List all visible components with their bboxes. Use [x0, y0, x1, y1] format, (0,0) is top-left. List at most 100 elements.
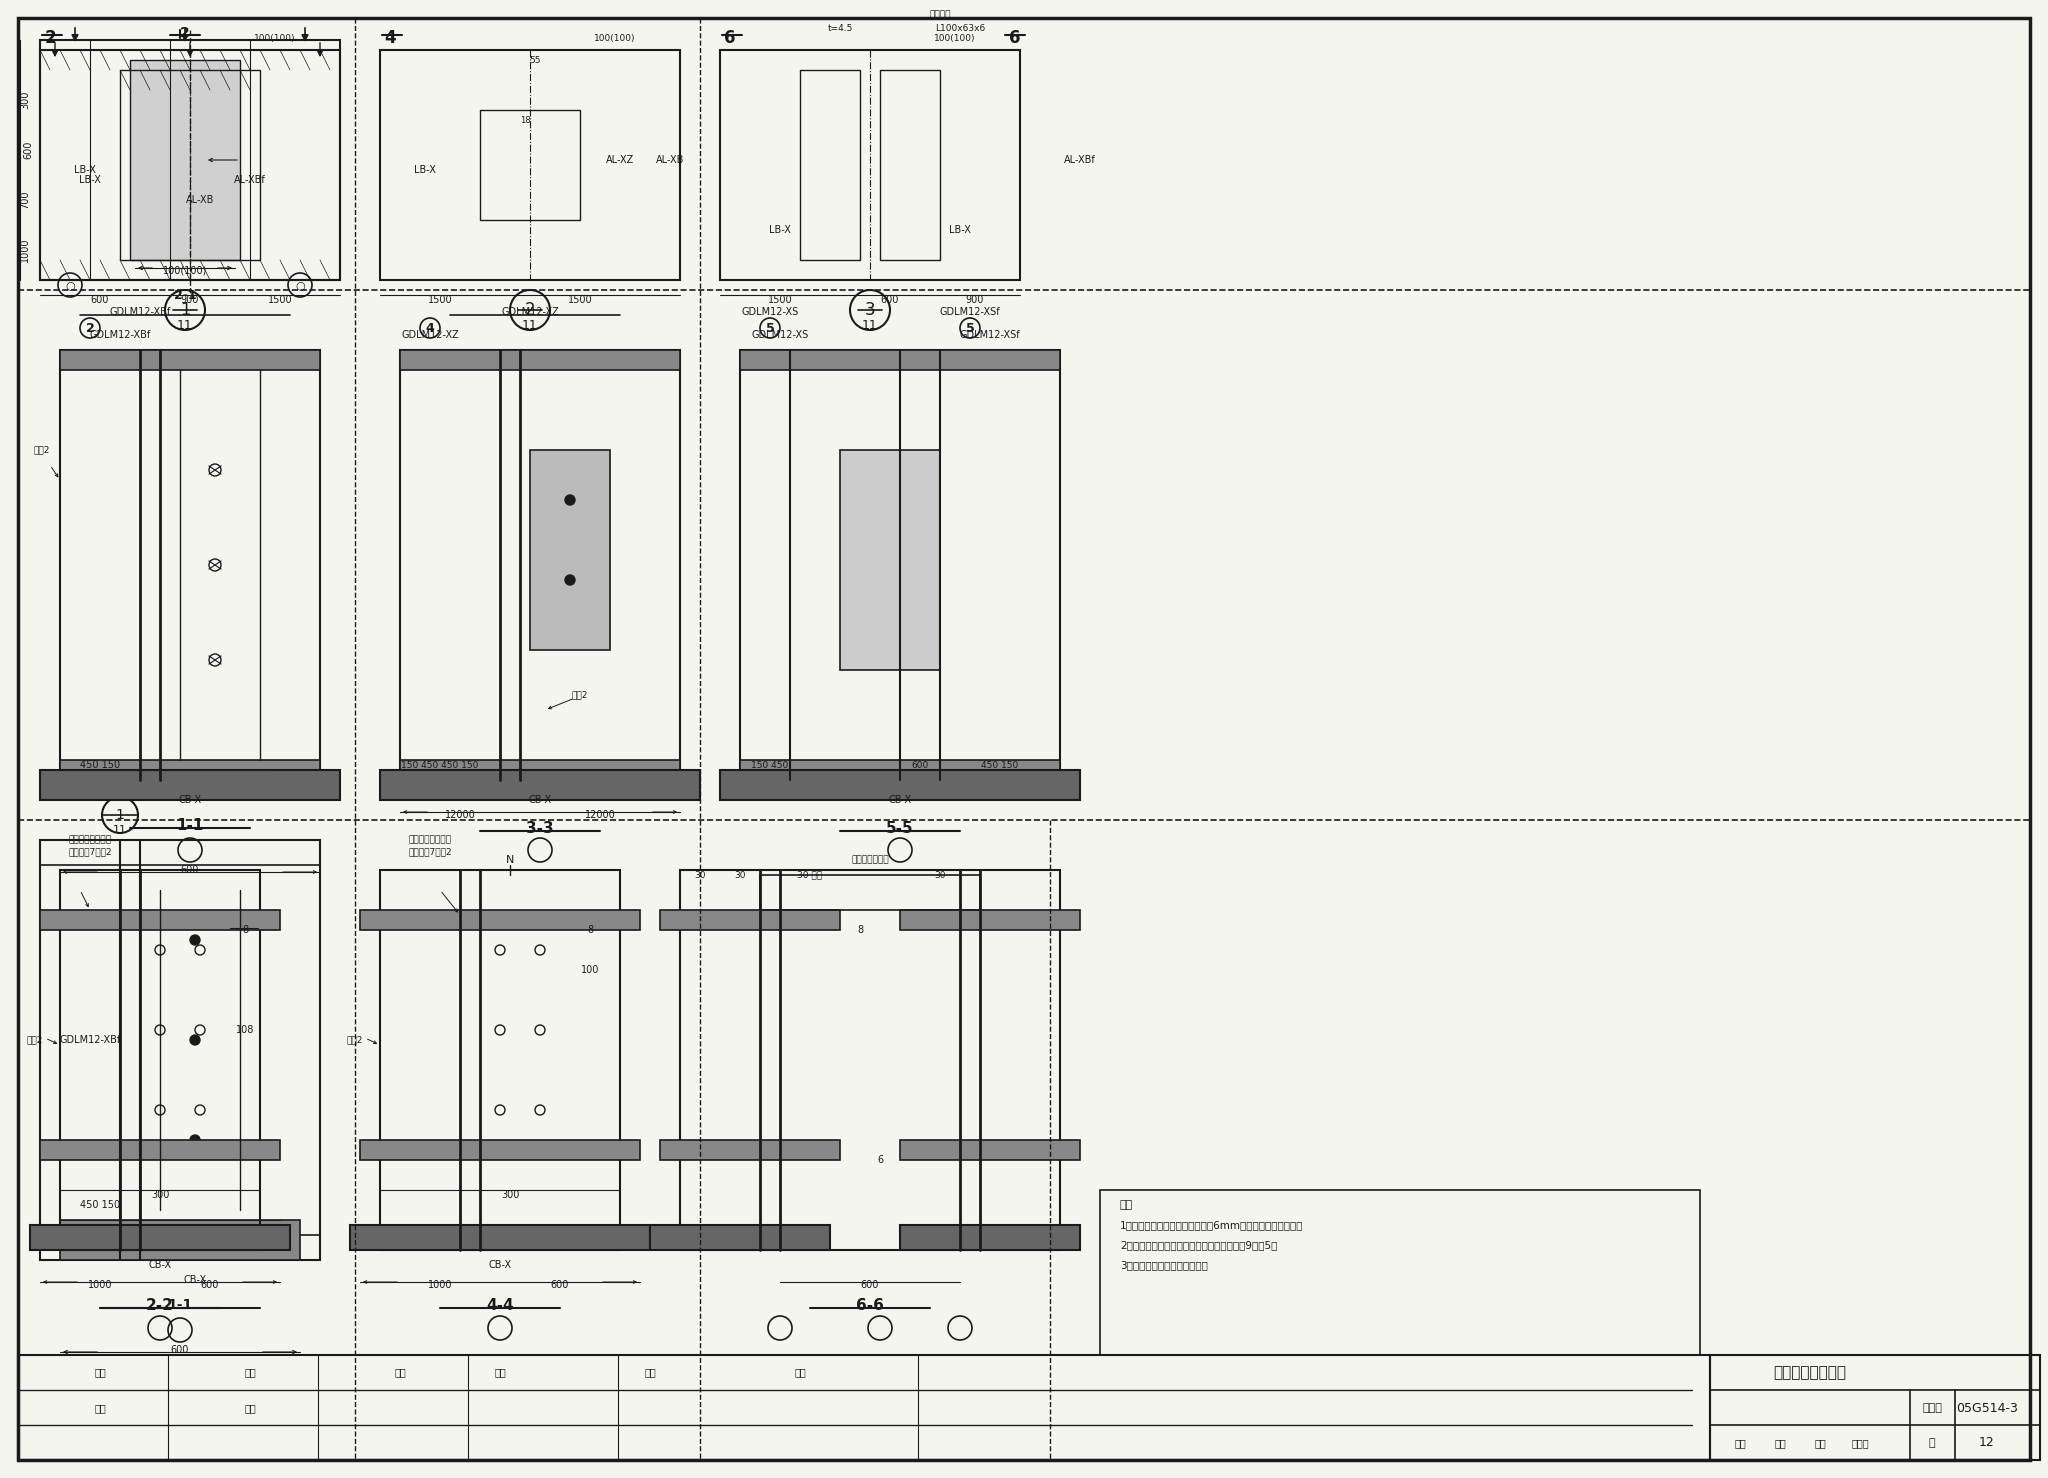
Bar — [59, 760, 319, 780]
Bar — [1710, 1355, 2040, 1460]
Text: 2: 2 — [180, 27, 190, 40]
Bar — [840, 449, 940, 670]
Text: 450 150: 450 150 — [981, 761, 1018, 770]
Text: 1500: 1500 — [768, 296, 793, 304]
Text: 900: 900 — [180, 296, 199, 304]
Text: CB-X: CB-X — [178, 795, 201, 806]
Text: 总说明第7页表2: 总说明第7页表2 — [408, 847, 453, 856]
Text: 1500: 1500 — [268, 296, 293, 304]
Text: 600: 600 — [911, 761, 928, 770]
Text: 12000: 12000 — [444, 810, 475, 820]
Text: t=4.5: t=4.5 — [827, 24, 852, 33]
Text: 注：: 注： — [1120, 1200, 1133, 1210]
Bar — [739, 760, 1061, 780]
Text: 18: 18 — [520, 115, 530, 124]
Bar — [59, 1219, 299, 1261]
Bar — [381, 770, 700, 800]
Text: 300: 300 — [502, 1190, 520, 1200]
Text: 5: 5 — [965, 322, 975, 334]
Text: 见注2: 见注2 — [346, 1036, 362, 1045]
Text: 30 不详: 30 不详 — [797, 871, 823, 879]
Text: 伸缩缝安全走道: 伸缩缝安全走道 — [852, 856, 889, 865]
Text: 1-1: 1-1 — [176, 817, 203, 832]
Bar — [760, 875, 981, 910]
Text: 12: 12 — [1978, 1437, 1995, 1450]
Text: 30: 30 — [694, 871, 707, 879]
Text: 30: 30 — [934, 871, 946, 879]
Text: 4: 4 — [426, 322, 434, 334]
Text: 600: 600 — [90, 296, 109, 304]
Bar — [41, 840, 319, 865]
Bar — [41, 770, 340, 800]
Text: 100(100): 100(100) — [254, 34, 295, 43]
Bar — [659, 1140, 840, 1160]
Bar — [41, 1140, 281, 1160]
Text: GDLM12-XZ: GDLM12-XZ — [401, 330, 459, 340]
Circle shape — [565, 575, 575, 585]
Text: 图集号: 图集号 — [1923, 1403, 1942, 1413]
Bar — [479, 109, 580, 220]
Text: 校对: 校对 — [494, 1367, 506, 1377]
Text: 5: 5 — [766, 322, 774, 334]
Text: 乙级: 乙级 — [244, 1367, 256, 1377]
Text: LB-X: LB-X — [948, 225, 971, 235]
Text: 600: 600 — [23, 140, 33, 160]
Text: 螺栓直径和数量见: 螺栓直径和数量见 — [68, 835, 111, 844]
Text: 150 450: 150 450 — [752, 761, 788, 770]
Text: 150 450 450 150: 150 450 450 150 — [401, 761, 479, 770]
Bar — [41, 50, 340, 279]
Text: AL-XZ: AL-XZ — [606, 155, 635, 166]
Bar — [381, 50, 680, 279]
Text: 安装节点图（一）: 安装节点图（一） — [1774, 1366, 1847, 1380]
Text: 6: 6 — [725, 30, 735, 47]
Bar — [530, 449, 610, 650]
Text: GDLM12-XBf: GDLM12-XBf — [109, 307, 170, 316]
Text: LB-X: LB-X — [414, 166, 436, 174]
Text: 2: 2 — [86, 322, 94, 334]
Text: 11: 11 — [522, 318, 539, 331]
Bar — [721, 770, 1079, 800]
Bar — [680, 871, 1061, 1250]
Text: 1500: 1500 — [567, 296, 592, 304]
Text: 2: 2 — [45, 30, 55, 47]
Text: 600: 600 — [180, 865, 199, 875]
Bar — [399, 350, 680, 780]
Bar — [59, 871, 260, 1250]
Text: CB-X: CB-X — [147, 1261, 172, 1270]
Text: LB-X: LB-X — [770, 225, 791, 235]
Bar — [59, 350, 319, 780]
Text: L100x63x6: L100x63x6 — [934, 24, 985, 33]
Text: 审核: 审核 — [1774, 1438, 1786, 1448]
Text: 600: 600 — [551, 1280, 569, 1290]
Text: 100(100): 100(100) — [162, 265, 207, 275]
Bar — [31, 1225, 291, 1250]
Text: AL-XB: AL-XB — [655, 155, 684, 166]
Bar — [41, 40, 340, 279]
Text: 8: 8 — [588, 925, 594, 936]
Text: 见注2: 见注2 — [27, 1036, 43, 1045]
Bar — [1100, 1190, 1700, 1355]
Text: 700: 700 — [20, 191, 31, 210]
Text: 300: 300 — [20, 90, 31, 109]
Bar — [350, 1225, 649, 1250]
Bar — [899, 1225, 1079, 1250]
Text: 4-4: 4-4 — [485, 1298, 514, 1312]
Text: 5-5: 5-5 — [887, 820, 913, 835]
Text: N: N — [506, 854, 514, 865]
Bar — [121, 69, 260, 260]
Text: 11: 11 — [176, 318, 193, 331]
Text: 1．未注明的直角焊缝焊脚尺寸为6mm、焊缝长度一律满焊。: 1．未注明的直角焊缝焊脚尺寸为6mm、焊缝长度一律满焊。 — [1120, 1219, 1303, 1230]
Text: 甲级: 甲级 — [94, 1367, 106, 1377]
Text: 100(100): 100(100) — [594, 34, 635, 43]
Text: 1000: 1000 — [88, 1280, 113, 1290]
Bar — [381, 871, 621, 1250]
Text: 审定: 审定 — [244, 1403, 256, 1413]
Text: 3．零点图中未表示轨道联结。: 3．零点图中未表示轨道联结。 — [1120, 1261, 1208, 1270]
Text: CB-X: CB-X — [528, 795, 551, 806]
Text: CB-X: CB-X — [184, 1276, 207, 1284]
Bar — [399, 350, 680, 370]
Text: GDLM12-XZ: GDLM12-XZ — [502, 307, 559, 316]
Text: 2-2: 2-2 — [145, 1298, 174, 1312]
Text: 见注2: 见注2 — [571, 690, 588, 699]
Bar — [399, 760, 680, 780]
